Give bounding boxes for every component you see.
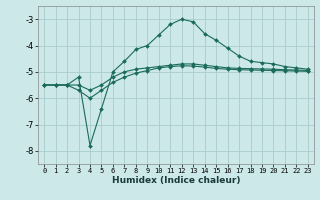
X-axis label: Humidex (Indice chaleur): Humidex (Indice chaleur) (112, 176, 240, 185)
